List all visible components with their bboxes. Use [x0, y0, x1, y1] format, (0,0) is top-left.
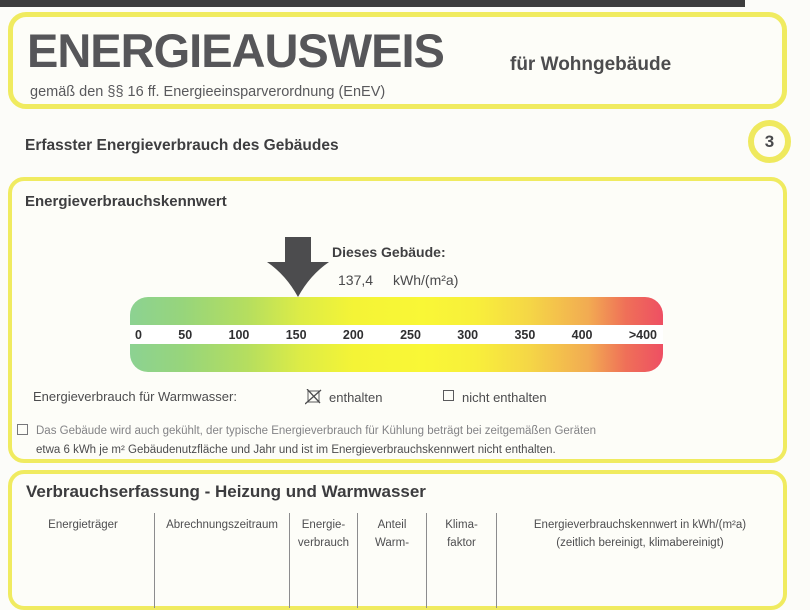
column-header-energietraeger: Energieträger — [12, 513, 155, 608]
building-unit: kWh/(m²a) — [393, 272, 459, 288]
cooling-checkbox[interactable] — [17, 424, 28, 435]
verbrauch-box-title: Verbrauchserfassung - Heizung und Warmwa… — [26, 482, 426, 501]
scale-gradient-bottom — [130, 344, 663, 372]
page-number-badge: 3 — [748, 120, 791, 163]
scale-label: 300 — [457, 327, 479, 342]
scale-label: 400 — [571, 327, 593, 342]
column-header-line: Warm- — [374, 536, 410, 549]
cooling-note-line2: etwa 6 kWh je m² Gebäudenutzfläche und J… — [36, 444, 556, 456]
column-header-line: Anteil — [377, 519, 407, 531]
column-header-line: Energie- — [301, 519, 346, 531]
verbrauch-box: Verbrauchserfassung - Heizung und Warmwa… — [8, 470, 787, 610]
column-header-line: Energieträger — [48, 519, 118, 531]
scale-gradient-top — [130, 297, 663, 325]
scale-label: >400 — [628, 327, 657, 342]
certificate-subtitle: für Wohngebäude — [510, 54, 672, 75]
certificate-header-box: ENERGIEAUSWEIS für Wohngebäude gemäß den… — [8, 12, 787, 109]
not-included-checkbox[interactable] — [443, 390, 454, 401]
included-checkbox-checked-icon[interactable] — [304, 388, 323, 405]
building-value: 137,4 — [338, 272, 374, 288]
column-header-line: Abrechnungszeitraum — [166, 519, 278, 531]
page-number: 3 — [764, 131, 775, 151]
warmwater-label: Energieverbrauch für Warmwasser: — [33, 389, 237, 404]
kennwert-box: Energieverbrauchskennwert Dieses Gebäude… — [8, 177, 787, 463]
scale-label: 50 — [178, 327, 193, 342]
scale-label: 350 — [514, 327, 536, 342]
table-header-row: Energieträger Abrechnungszeitraum Energi… — [12, 513, 783, 608]
cooling-note: Das Gebäude wird auch gekühlt, der typis… — [17, 421, 772, 459]
certificate-title: ENERGIEAUSWEIS — [27, 24, 445, 77]
section-title: Erfasster Energieverbrauch des Gebäudes — [25, 137, 339, 154]
not-included-label: nicht enthalten — [462, 390, 547, 405]
cooling-note-text: Das Gebäude wird auch gekühlt, der typis… — [36, 421, 596, 459]
arrow-down-icon — [265, 237, 331, 298]
column-header-anteil-warmwasser: Anteil Warm- — [358, 513, 427, 608]
building-label: Dieses Gebäude: — [332, 244, 446, 260]
included-label: enthalten — [329, 390, 383, 405]
column-header-klimafaktor: Klima- faktor — [427, 513, 497, 608]
scale-label: 250 — [400, 327, 421, 342]
cooling-note-line1: Das Gebäude wird auch gekühlt, der typis… — [36, 425, 596, 437]
kennwert-box-title: Energieverbrauchskennwert — [25, 193, 227, 210]
column-header-line: Klima- — [445, 519, 478, 531]
scan-artifact-bar — [0, 0, 745, 7]
law-reference: gemäß den §§ 16 ff. Energieeinsparverord… — [30, 84, 386, 100]
scale-label: 100 — [228, 327, 250, 342]
building-value-row: 137,4 kWh/(m²a) — [338, 272, 458, 288]
scale-label: 150 — [285, 327, 307, 342]
scale-label: 0 — [135, 327, 142, 342]
column-header-abrechnungszeitraum: Abrechnungszeitraum — [155, 513, 290, 608]
column-header-line: verbrauch — [297, 536, 350, 549]
scale-label: 200 — [342, 327, 364, 342]
column-header-line: faktor — [447, 536, 476, 549]
column-header-kennwert: Energieverbrauchskennwert in kWh/(m²a) (… — [497, 513, 783, 608]
scale-axis: 0 50 100 150 200 250 300 350 400 >400 — [130, 325, 663, 344]
column-header-line: Energieverbrauchskennwert in kWh/(m²a) — [533, 519, 747, 531]
column-header-energieverbrauch: Energie- verbrauch — [290, 513, 358, 608]
energy-scale: 0 50 100 150 200 250 300 350 400 >400 — [130, 297, 663, 372]
column-header-line: (zeitlich bereinigt, klimabereinigt) — [556, 536, 724, 549]
